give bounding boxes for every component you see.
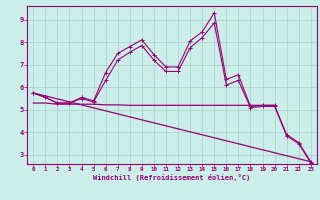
X-axis label: Windchill (Refroidissement éolien,°C): Windchill (Refroidissement éolien,°C)	[93, 174, 251, 181]
